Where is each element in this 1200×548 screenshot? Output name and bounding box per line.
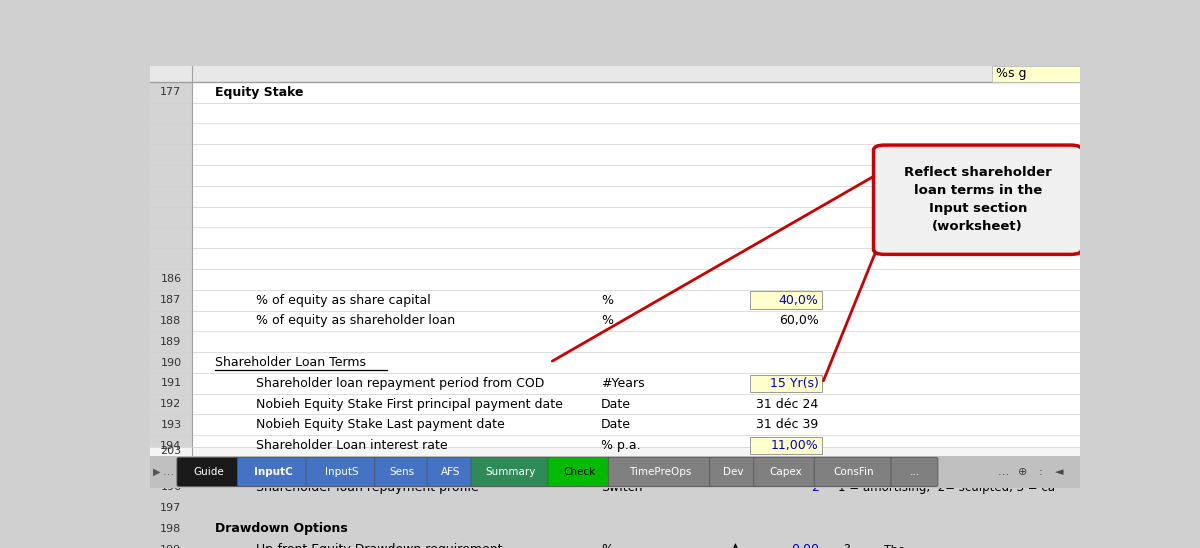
Text: 195: 195 [161, 461, 181, 471]
Text: %: % [601, 315, 613, 327]
Text: Nobieh Equity Stake First principal payment date: Nobieh Equity Stake First principal paym… [256, 398, 563, 410]
Text: 190: 190 [161, 357, 181, 368]
Text: 31 déc 24: 31 déc 24 [756, 398, 818, 410]
FancyBboxPatch shape [427, 458, 474, 487]
Text: 203: 203 [161, 447, 181, 456]
Text: ◄: ◄ [1055, 467, 1063, 477]
Text: 191: 191 [161, 378, 181, 389]
Text: -: - [715, 543, 720, 548]
Bar [824, 541, 869, 548]
Text: Shareholder loan repayment profile: Shareholder loan repayment profile [256, 481, 479, 494]
FancyBboxPatch shape [472, 458, 551, 487]
Text: 198: 198 [161, 524, 181, 534]
Text: Shareholder loan repayment period from COD: Shareholder loan repayment period from C… [256, 377, 545, 390]
Text: Sens: Sens [390, 467, 415, 477]
Text: 196: 196 [161, 482, 181, 492]
Text: Date: Date [601, 398, 631, 410]
Text: Date: Date [601, 418, 631, 431]
Bar [750, 478, 822, 496]
FancyBboxPatch shape [874, 145, 1082, 254]
Text: …: … [998, 467, 1009, 477]
Text: Summary: Summary [486, 467, 536, 477]
Text: #Years: #Years [601, 377, 644, 390]
Text: …: … [163, 467, 174, 477]
Text: Shareholder Loan Terms: Shareholder Loan Terms [215, 356, 366, 369]
FancyBboxPatch shape [709, 458, 756, 487]
Text: Shareholder Loan interest rate: Shareholder Loan interest rate [256, 439, 448, 452]
Bar [750, 541, 822, 548]
Text: ▲: ▲ [732, 543, 737, 548]
Text: 15 Yr(s): 15 Yr(s) [769, 377, 818, 390]
Text: %: % [601, 294, 613, 307]
Text: Switch: Switch [601, 481, 642, 494]
Text: 31 déc 39: 31 déc 39 [756, 418, 818, 431]
Text: % p.a.: % p.a. [601, 439, 641, 452]
Text: TimePreOps: TimePreOps [629, 467, 691, 477]
Bar [750, 458, 822, 475]
Text: Drawdown Options: Drawdown Options [215, 522, 348, 535]
Text: Check: Check [563, 467, 595, 477]
Text: InputS: InputS [325, 467, 359, 477]
Text: 186: 186 [161, 275, 181, 284]
FancyBboxPatch shape [238, 458, 308, 487]
Bar [750, 292, 822, 309]
Bar [728, 541, 742, 548]
Text: Guide: Guide [193, 467, 224, 477]
Bar [150, 66, 192, 456]
Text: 187: 187 [161, 295, 181, 305]
FancyBboxPatch shape [892, 458, 938, 487]
Bar [991, 66, 1080, 82]
FancyBboxPatch shape [815, 458, 894, 487]
Text: 194: 194 [161, 441, 181, 450]
Text: AFS: AFS [440, 467, 460, 477]
Text: Dev: Dev [722, 467, 743, 477]
Polygon shape [869, 541, 883, 547]
Text: 189: 189 [161, 336, 181, 347]
FancyBboxPatch shape [374, 458, 430, 487]
Text: % of equity as shareholder loan: % of equity as shareholder loan [256, 315, 455, 327]
Text: 60,0%: 60,0% [779, 315, 818, 327]
Text: ...: ... [910, 467, 919, 477]
Text: ConsFin: ConsFin [834, 467, 875, 477]
Text: Up-front Equity Drawdown requirement: Up-front Equity Drawdown requirement [256, 543, 503, 548]
Text: Reflect shareholder
loan terms in the
Input section
(worksheet): Reflect shareholder loan terms in the In… [904, 166, 1051, 233]
FancyBboxPatch shape [754, 458, 817, 487]
FancyBboxPatch shape [608, 458, 713, 487]
Text: 90,00%: 90,00% [770, 460, 818, 473]
Text: 2: 2 [811, 481, 818, 494]
Text: 197: 197 [161, 503, 181, 513]
Text: Cash Sweep for repayment of Shareholder Loan: Cash Sweep for repayment of Shareholder … [256, 460, 557, 473]
Text: 1 = amortising,  2= sculpted, 3 = ca: 1 = amortising, 2= sculpted, 3 = ca [839, 481, 1055, 494]
Text: ⊕: ⊕ [1018, 467, 1027, 477]
Bar [150, 66, 1080, 82]
Text: 193: 193 [161, 420, 181, 430]
Text: Capex: Capex [769, 467, 802, 477]
Bar [750, 375, 822, 392]
Text: ?: ? [844, 543, 850, 548]
Text: 40,0%: 40,0% [779, 294, 818, 307]
Text: % of equity as share capital: % of equity as share capital [256, 294, 431, 307]
Bar [150, 456, 1080, 488]
Text: 11,00%: 11,00% [770, 439, 818, 452]
Text: The: The [884, 545, 905, 548]
Text: 177: 177 [161, 87, 181, 97]
Bar [750, 437, 822, 454]
Bar [150, 447, 1080, 456]
Text: 188: 188 [161, 316, 181, 326]
Text: 192: 192 [161, 399, 181, 409]
Text: %: % [601, 543, 613, 548]
FancyBboxPatch shape [176, 458, 240, 487]
Text: %: % [601, 460, 613, 473]
Text: Nobieh Equity Stake Last payment date: Nobieh Equity Stake Last payment date [256, 418, 505, 431]
Text: %s g: %s g [996, 67, 1027, 80]
Text: 0,00: 0,00 [791, 543, 818, 548]
Text: Equity Stake: Equity Stake [215, 85, 304, 99]
FancyBboxPatch shape [548, 458, 611, 487]
FancyBboxPatch shape [306, 458, 378, 487]
Text: :: : [1039, 467, 1043, 477]
Text: 199: 199 [161, 545, 181, 548]
Text: InputC: InputC [253, 467, 293, 477]
Text: ▶: ▶ [152, 467, 161, 477]
